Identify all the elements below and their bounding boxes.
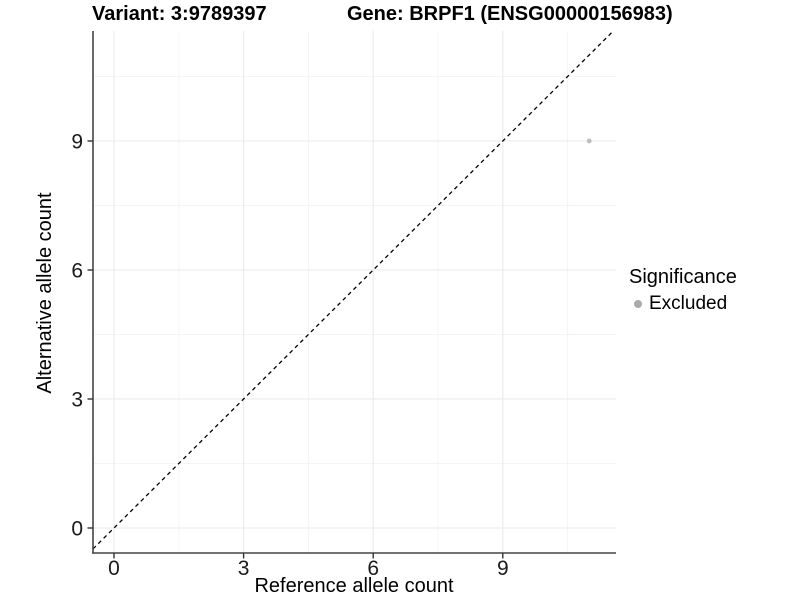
- legend: Significance Excluded: [629, 265, 799, 315]
- y-tick-label: 0: [71, 518, 83, 541]
- y-tick-label: 9: [71, 131, 83, 154]
- identity-line: [92, 30, 614, 550]
- legend-entry-label: Excluded: [649, 293, 728, 314]
- y-tick-label: 6: [71, 260, 83, 283]
- legend-key-dot-icon: [634, 300, 642, 308]
- x-tick-label: 9: [497, 557, 509, 580]
- legend-entry-excluded: Excluded: [629, 293, 799, 315]
- x-tick-label: 0: [108, 557, 120, 580]
- legend-title: Significance: [629, 266, 737, 288]
- variant-title: Variant: 3:9789397: [92, 3, 267, 25]
- x-tick-label: 3: [238, 557, 250, 580]
- x-tick-label: 6: [367, 557, 379, 580]
- gene-title: Gene: BRPF1 (ENSG00000156983): [347, 3, 673, 25]
- x-axis-title: Reference allele count: [254, 575, 454, 597]
- data-point: [586, 138, 592, 144]
- y-tick-label: 3: [71, 389, 83, 412]
